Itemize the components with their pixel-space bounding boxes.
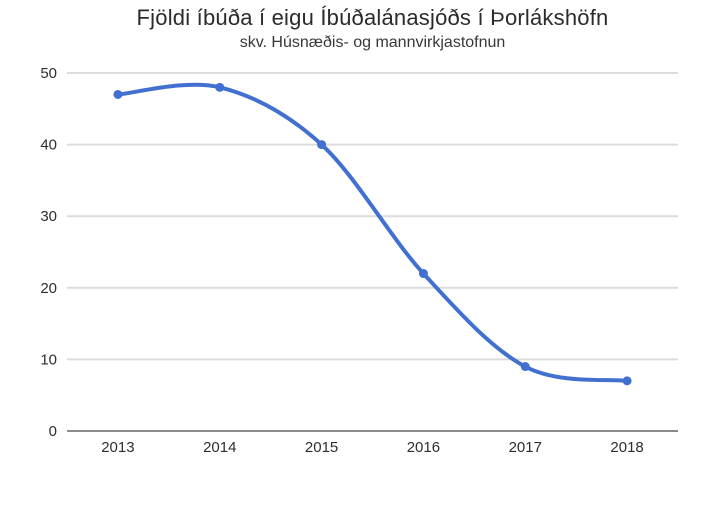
y-tick-label: 20 (40, 280, 57, 297)
x-tick-label: 2015 (305, 439, 338, 456)
data-point (113, 89, 123, 99)
chart-header: Fjöldi íbúða í eigu Íbúðalánasjóðs í Þor… (67, 4, 678, 53)
data-point (520, 362, 530, 372)
y-tick-label: 40 (40, 137, 57, 154)
data-point (317, 140, 327, 150)
data-point (622, 376, 632, 386)
chart-subtitle: skv. Húsnæðis- og mannvirkjastofnun (239, 34, 506, 51)
x-tick-label: 2014 (203, 439, 236, 456)
x-tick-label: 2017 (509, 439, 542, 456)
y-tick-label: 30 (40, 208, 57, 225)
y-tick-label: 50 (40, 65, 57, 82)
data-point (215, 82, 225, 92)
y-tick-label: 0 (49, 423, 57, 440)
x-tick-label: 2016 (407, 439, 440, 456)
y-tick-label: 10 (40, 351, 57, 368)
x-tick-label: 2018 (610, 439, 643, 456)
data-point (418, 268, 428, 278)
x-tick-label: 2013 (101, 439, 134, 456)
series-line (115, 82, 630, 383)
chart-title: Fjöldi íbúða í eigu Íbúðalánasjóðs í Þor… (136, 5, 609, 30)
